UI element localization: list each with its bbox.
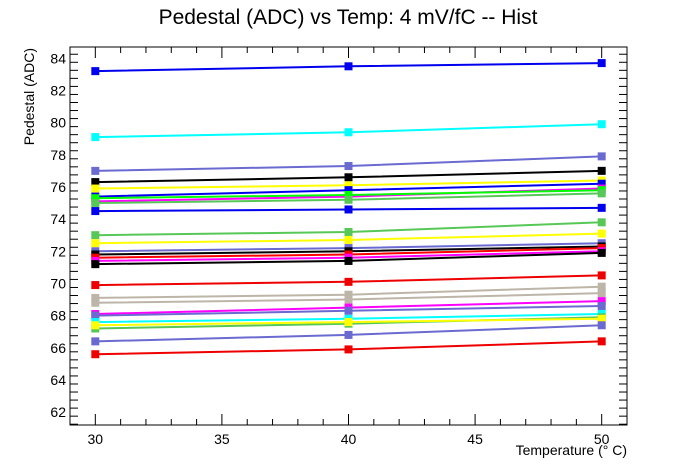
- data-point: [344, 290, 353, 299]
- data-point: [344, 62, 353, 71]
- y-tick-label: 72: [50, 243, 66, 259]
- data-point: [597, 59, 606, 68]
- y-tick-label: 84: [50, 50, 66, 66]
- data-point: [91, 239, 100, 248]
- x-tick-label: 35: [214, 431, 230, 447]
- y-tick-label: 70: [50, 275, 66, 291]
- data-point: [344, 186, 353, 195]
- data-point: [91, 231, 100, 240]
- data-point: [344, 195, 353, 204]
- data-point: [91, 321, 100, 330]
- data-point: [597, 282, 606, 291]
- y-tick-label: 76: [50, 179, 66, 195]
- series-22: [91, 301, 606, 320]
- series-11: [91, 218, 606, 240]
- series-2: [91, 120, 606, 142]
- data-point: [91, 350, 100, 359]
- data-point: [91, 281, 100, 290]
- series-12: [91, 229, 606, 248]
- data-point: [344, 306, 353, 315]
- y-axis-ticks: 62 64 66 68 70 72 74 76 78 80 82 84: [50, 50, 627, 425]
- data-point: [91, 260, 100, 269]
- data-point: [91, 207, 100, 216]
- series-18: [91, 271, 606, 290]
- data-point: [91, 184, 100, 193]
- series-27: [91, 337, 606, 359]
- data-point: [597, 179, 606, 188]
- data-point: [91, 337, 100, 346]
- series-3: [91, 152, 606, 175]
- data-point: [597, 321, 606, 330]
- y-tick-label: 66: [50, 340, 66, 356]
- data-point: [344, 295, 353, 304]
- series-9: [91, 189, 606, 208]
- data-point: [597, 203, 606, 212]
- data-point: [91, 293, 100, 302]
- series-17: [91, 248, 606, 269]
- series-1: [91, 59, 606, 76]
- y-tick-label: 62: [50, 404, 66, 420]
- data-point: [344, 190, 353, 199]
- data-point: [344, 162, 353, 171]
- data-point: [597, 297, 606, 306]
- data-point: [91, 67, 100, 76]
- y-tick-label: 64: [50, 372, 66, 388]
- data-point: [91, 133, 100, 142]
- x-tick-label: 45: [467, 431, 483, 447]
- data-point: [91, 178, 100, 187]
- x-axis-ticks: 30 35 40 45 50: [69, 47, 628, 447]
- data-point: [597, 301, 606, 310]
- data-point: [597, 289, 606, 298]
- data-point: [344, 227, 353, 236]
- data-point: [344, 345, 353, 354]
- data-point: [91, 194, 100, 203]
- data-point: [597, 314, 606, 323]
- data-point: [597, 229, 606, 238]
- data-point: [344, 173, 353, 182]
- chart-title: Pedestal (ADC) vs Temp: 4 mV/fC -- Hist: [159, 6, 538, 29]
- data-point: [344, 318, 353, 327]
- x-tick-label: 30: [88, 431, 104, 447]
- y-axis-label: Pedestal (ADC): [21, 48, 37, 145]
- y-tick-label: 68: [50, 308, 66, 324]
- y-tick-label: 74: [50, 211, 66, 227]
- data-point: [344, 205, 353, 214]
- data-point: [597, 271, 606, 280]
- x-axis-label: Temperature (° C): [516, 442, 627, 458]
- data-point: [91, 298, 100, 307]
- data-point: [344, 256, 353, 265]
- data-point: [597, 120, 606, 129]
- series-19: [91, 282, 606, 302]
- data-point: [344, 181, 353, 190]
- series-10: [91, 203, 606, 216]
- data-point: [597, 248, 606, 257]
- data-point: [91, 166, 100, 175]
- y-tick-label: 80: [50, 115, 66, 131]
- x-tick-label: 40: [341, 431, 357, 447]
- data-point: [344, 128, 353, 137]
- data-point: [344, 277, 353, 286]
- series-layer: [91, 59, 606, 359]
- x-tick-label: 50: [594, 431, 610, 447]
- series-25: [91, 314, 606, 330]
- data-point: [344, 236, 353, 245]
- series-26: [91, 321, 606, 346]
- y-tick-label: 82: [50, 82, 66, 98]
- data-point: [597, 189, 606, 198]
- data-point: [91, 311, 100, 320]
- y-tick-label: 78: [50, 147, 66, 163]
- data-point: [344, 330, 353, 339]
- data-point: [597, 166, 606, 175]
- series-4: [91, 166, 606, 187]
- series-20: [91, 289, 606, 307]
- data-point: [91, 199, 100, 208]
- data-point: [597, 218, 606, 227]
- data-point: [597, 152, 606, 161]
- data-point: [597, 337, 606, 346]
